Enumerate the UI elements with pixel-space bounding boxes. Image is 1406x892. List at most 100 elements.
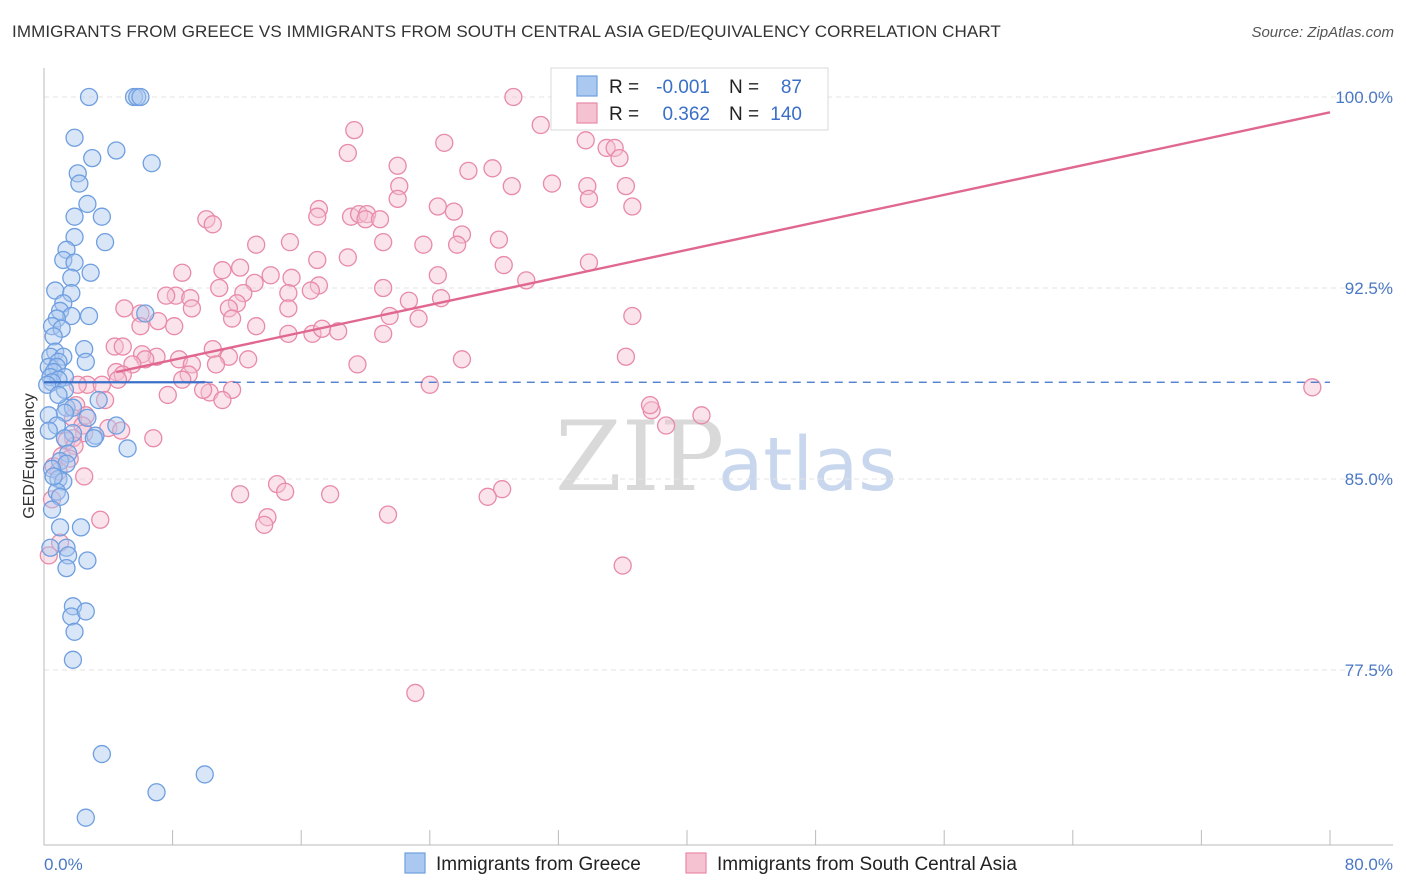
source-credit: Source: ZipAtlas.com	[1251, 24, 1394, 41]
sca-point	[378, 505, 398, 524]
greece-point	[142, 154, 161, 173]
greece-point	[65, 622, 84, 641]
greece-point	[47, 482, 67, 501]
sca-point	[210, 278, 229, 298]
sca-point	[348, 355, 367, 374]
sca-point	[623, 306, 642, 326]
sca-point	[338, 143, 357, 163]
legend-n-value-sca: 140	[770, 104, 802, 125]
legend-n-label-sca: N =	[729, 104, 759, 125]
sca-point	[92, 375, 112, 394]
trend-line-sca	[116, 111, 1331, 374]
greece-point	[65, 253, 84, 272]
sca-point	[206, 355, 226, 374]
sca-point	[542, 174, 562, 193]
sca-point	[605, 138, 624, 158]
greece-point	[89, 390, 108, 410]
greece-point	[63, 650, 83, 669]
sca-point	[308, 207, 327, 226]
greece-point	[107, 141, 126, 160]
bottom-legend-swatch-greece	[404, 852, 426, 874]
sca-point	[414, 235, 433, 254]
greece-point	[54, 472, 73, 491]
greece-point	[44, 327, 63, 346]
sca-point	[301, 281, 320, 300]
sca-point	[78, 375, 97, 394]
greece-point	[65, 128, 84, 147]
series-greece	[38, 87, 214, 827]
y-tick-label: 92.5%	[1345, 279, 1393, 298]
sca-point	[531, 115, 550, 135]
sca-point	[222, 309, 242, 328]
sca-point	[374, 324, 393, 343]
sca-point	[158, 385, 177, 405]
sca-point	[95, 390, 115, 410]
greece-point	[83, 148, 102, 168]
greece-point	[55, 429, 75, 448]
sca-point	[113, 337, 132, 356]
legend-swatch-greece	[576, 75, 598, 97]
sca-point	[245, 273, 264, 293]
sca-point	[279, 299, 298, 318]
sca-point	[399, 291, 419, 310]
sca-point	[447, 235, 467, 254]
sca-point	[173, 263, 192, 282]
trend-lines	[44, 111, 1331, 384]
sca-point	[452, 225, 472, 244]
sca-point	[108, 370, 128, 389]
bottom-legend: Immigrants from Greece Immigrants from S…	[404, 852, 1017, 875]
sca-point	[147, 347, 166, 366]
greece-point	[76, 602, 95, 621]
sca-point	[203, 215, 222, 234]
watermark-zip: ZIP	[555, 401, 724, 513]
greece-point	[57, 538, 76, 557]
sca-point	[356, 210, 375, 229]
sca-point	[692, 406, 711, 425]
greece-point	[39, 421, 58, 440]
sca-point	[502, 176, 521, 196]
sca-point	[165, 317, 184, 336]
sca-point	[91, 510, 110, 529]
sca-point	[219, 299, 239, 318]
sca-point	[370, 210, 390, 229]
greece-point	[62, 306, 81, 326]
sca-point	[345, 120, 364, 140]
sca-point	[329, 322, 348, 341]
sca-point	[623, 197, 642, 216]
greece-point	[79, 306, 99, 326]
x-tick-label-min: 0.0%	[44, 855, 83, 874]
sca-point	[193, 380, 213, 400]
greece-point	[118, 439, 137, 458]
greece-point	[50, 518, 70, 537]
legend-r-value-greece: -0.001	[656, 77, 710, 98]
greece-point	[41, 538, 60, 557]
x-ticks	[43, 830, 1331, 845]
sca-point	[613, 556, 632, 575]
greece-point	[65, 207, 84, 226]
sca-point	[504, 87, 523, 107]
sca-point	[39, 546, 58, 565]
legend-swatch-sca	[576, 102, 598, 124]
sca-point	[374, 233, 393, 252]
greece-point	[42, 459, 62, 478]
sca-point	[452, 350, 472, 369]
sca-point	[182, 299, 202, 318]
greece-point	[76, 808, 95, 827]
y-axis-label: GED/Equivalency	[21, 393, 38, 518]
sca-point	[388, 189, 407, 209]
sca-point	[640, 395, 660, 415]
greece-point	[136, 304, 155, 323]
sca-point	[428, 197, 447, 216]
sca-point	[173, 370, 192, 389]
greece-point	[78, 194, 97, 214]
greece-point	[78, 408, 97, 428]
y-tick-label: 85.0%	[1345, 470, 1393, 489]
greece-point	[49, 385, 68, 405]
sca-point	[420, 375, 439, 394]
sca-point	[247, 317, 266, 336]
greece-point	[57, 454, 76, 473]
greece-point	[42, 500, 62, 519]
y-tick-labels: 77.5% 85.0% 92.5% 100.0%	[1335, 88, 1393, 680]
greece-point	[92, 744, 112, 764]
